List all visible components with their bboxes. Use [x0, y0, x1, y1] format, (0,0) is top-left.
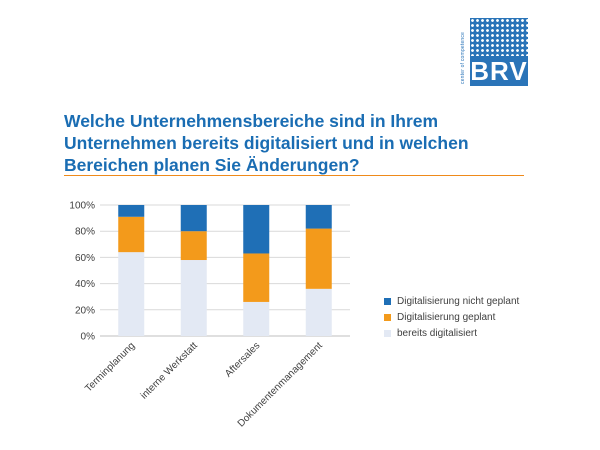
bar-segment — [180, 260, 207, 336]
bar-segment — [243, 301, 270, 336]
bar-segment — [118, 252, 145, 336]
bar-segment — [305, 288, 332, 336]
legend-swatch — [384, 297, 391, 305]
bar-segment — [118, 216, 145, 253]
page-title: Welche Unternehmensbereiche sind in Ihre… — [64, 111, 469, 175]
legend-item: Digitalisierung geplant — [384, 309, 519, 325]
stacked-bar-chart: 0% 20% 40% 60% 80% 100% Terminplanung interne W… — [69, 201, 350, 429]
y-tick-label: 40% — [75, 279, 95, 290]
y-tick-label: 60% — [75, 253, 95, 264]
y-tick-label: 100% — [69, 201, 95, 212]
logo-tagline: center of competence — [460, 31, 466, 84]
bar-segment — [305, 205, 332, 229]
x-tick-label: Terminplanung — [83, 340, 137, 394]
bar-segment — [180, 205, 207, 232]
bar-segment — [243, 205, 270, 254]
bar-segment — [118, 205, 145, 217]
chart-legend: Digitalisierung nicht geplant Digitalisie… — [384, 293, 519, 341]
brv-logo: center of competence BRV — [460, 18, 528, 90]
legend-label: Digitalisierung nicht geplant — [397, 295, 520, 307]
bar-segment — [180, 231, 207, 261]
legend-item: bereits digitalisiert — [384, 325, 519, 341]
legend-swatch — [384, 313, 391, 321]
legend-item: Digitalisierung nicht geplant — [384, 293, 519, 309]
bar-segment — [305, 228, 332, 289]
legend-label: Digitalisierung geplant — [397, 311, 496, 323]
title-divider — [64, 175, 524, 176]
bar-segment — [243, 253, 270, 302]
logo-wordmark: BRV — [470, 56, 528, 86]
x-tick-label: Aftersales — [223, 340, 262, 379]
logo-dot-pattern — [470, 18, 528, 56]
legend-swatch — [384, 329, 391, 337]
y-tick-label: 80% — [75, 227, 95, 238]
y-tick-label: 20% — [75, 305, 95, 316]
y-tick-label: 0% — [81, 332, 96, 343]
legend-label: bereits digitalisiert — [397, 327, 478, 339]
x-tick-label: interne Werkstatt — [139, 340, 200, 401]
